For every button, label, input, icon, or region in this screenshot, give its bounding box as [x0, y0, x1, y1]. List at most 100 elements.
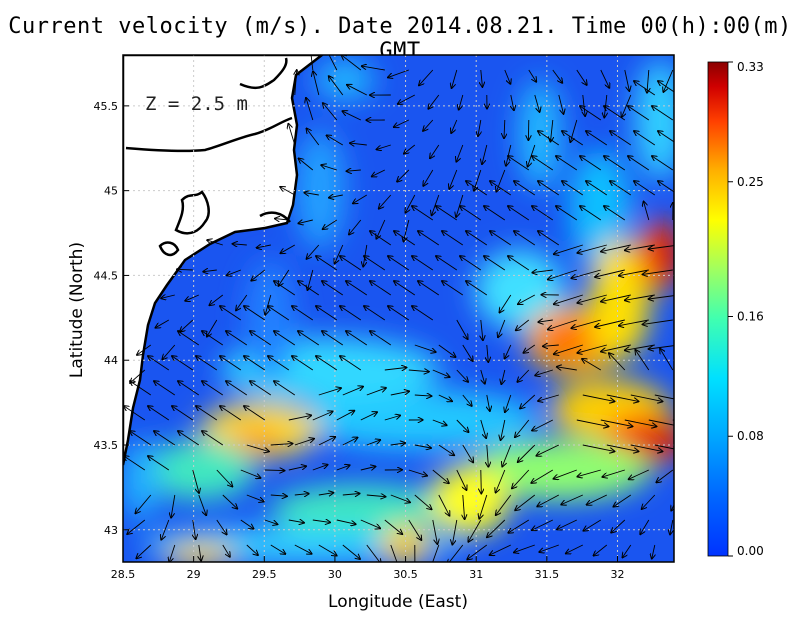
- velocity-arrow: [512, 469, 530, 488]
- velocity-arrow: [406, 194, 416, 213]
- velocity-arrow: [490, 181, 512, 196]
- velocity-arrow: [418, 281, 440, 296]
- velocity-arrow: [432, 519, 438, 544]
- velocity-arrow: [281, 244, 296, 253]
- velocity-arrow: [394, 231, 416, 246]
- velocity-arrow: [177, 269, 193, 270]
- velocity-arrow: [423, 169, 434, 186]
- velocity-arrow: [250, 381, 272, 396]
- velocity-arrow: [316, 256, 338, 271]
- velocity-arrow: [366, 544, 381, 562]
- velocity-arrow: [148, 456, 170, 471]
- velocity-arrow: [312, 465, 328, 471]
- velocity-arrow: [390, 544, 398, 562]
- velocity-arrow: [384, 368, 407, 371]
- velocity-arrow: [505, 344, 512, 359]
- velocity-arrow: [438, 394, 452, 401]
- velocity-arrow: [404, 144, 416, 154]
- velocity-arrow: [124, 406, 146, 421]
- velocity-arrow: [658, 181, 674, 193]
- velocity-arrow: [294, 544, 312, 554]
- velocity-arrow: [654, 444, 674, 450]
- velocity-arrow: [628, 156, 650, 171]
- x-tick-label: 29.5: [252, 568, 277, 581]
- velocity-arrow: [268, 306, 290, 321]
- velocity-arrow: [299, 159, 314, 171]
- velocity-arrow: [246, 444, 269, 452]
- velocity-arrow: [292, 306, 314, 321]
- velocity-arrow: [428, 94, 440, 109]
- velocity-arrow: [288, 415, 311, 421]
- velocity-arrow: [318, 437, 335, 446]
- velocity-arrow: [328, 55, 338, 71]
- velocity-arrow: [630, 444, 663, 451]
- velocity-arrow: [336, 519, 356, 524]
- velocity-arrow: [586, 181, 608, 196]
- velocity-arrow: [648, 419, 674, 426]
- velocity-arrow: [606, 394, 639, 401]
- velocity-arrow: [388, 256, 410, 271]
- velocity-arrow: [246, 544, 258, 555]
- velocity-arrow: [408, 469, 427, 476]
- velocity-arrow: [304, 193, 319, 195]
- velocity-arrow: [340, 306, 362, 321]
- velocity-arrow: [430, 144, 440, 158]
- velocity-arrow: [278, 269, 290, 286]
- velocity-arrow: [484, 206, 506, 221]
- velocity-arrow: [236, 294, 248, 310]
- velocity-arrow: [207, 319, 218, 337]
- velocity-arrow: [154, 431, 176, 446]
- velocity-arrow: [172, 356, 194, 371]
- velocity-arrow: [347, 85, 368, 96]
- velocity-arrow: [554, 244, 583, 254]
- depth-label: Z = 2.5 m: [145, 93, 248, 115]
- velocity-arrow: [610, 131, 632, 146]
- velocity-arrow: [577, 244, 607, 253]
- velocity-arrow: [561, 494, 583, 505]
- x-tick-label: 28.5: [111, 568, 136, 581]
- velocity-arrow: [180, 319, 194, 332]
- x-tick-label: 31: [469, 568, 483, 581]
- velocity-arrow: [456, 369, 468, 382]
- velocity-arrow: [504, 69, 511, 84]
- velocity-arrow: [397, 169, 410, 182]
- velocity-arrow: [298, 281, 320, 296]
- velocity-arrow: [582, 394, 615, 401]
- velocity-arrow: [520, 394, 536, 408]
- velocity-arrow: [601, 344, 631, 352]
- velocity-arrow: [196, 406, 218, 421]
- velocity-arrow: [257, 245, 271, 248]
- land-mass: [123, 55, 325, 466]
- velocity-arrow: [438, 444, 454, 455]
- velocity-arrow: [307, 129, 320, 146]
- velocity-arrow: [557, 519, 577, 529]
- velocity-arrow: [310, 55, 314, 71]
- velocity-arrow: [482, 144, 488, 164]
- velocity-arrow: [438, 344, 456, 357]
- velocity-arrow: [226, 331, 248, 346]
- velocity-arrow: [350, 143, 367, 145]
- velocity-arrow: [459, 94, 464, 110]
- velocity-arrow: [554, 469, 577, 479]
- velocity-arrow: [216, 519, 227, 534]
- river-branch: [239, 57, 288, 90]
- velocity-arrow: [505, 394, 512, 412]
- velocity-arrow: [412, 306, 434, 321]
- velocity-arrow: [642, 494, 656, 509]
- velocity-arrow: [487, 444, 489, 467]
- velocity-arrow: [629, 469, 649, 479]
- velocity-arrow: [460, 256, 482, 271]
- velocity-arrow: [624, 69, 630, 91]
- velocity-arrow: [643, 319, 673, 324]
- velocity-arrow: [171, 494, 176, 518]
- velocity-arrow: [362, 66, 385, 71]
- y-tick-label: 45: [104, 185, 118, 198]
- velocity-arrow: [587, 494, 607, 505]
- colorbar-tick-label: 0.25: [737, 175, 764, 189]
- velocity-arrow: [537, 444, 559, 456]
- velocity-arrow: [196, 356, 218, 371]
- velocity-arrow: [336, 411, 355, 421]
- velocity-arrow: [329, 76, 344, 96]
- velocity-arrow: [679, 395, 711, 401]
- velocity-arrow: [609, 353, 626, 371]
